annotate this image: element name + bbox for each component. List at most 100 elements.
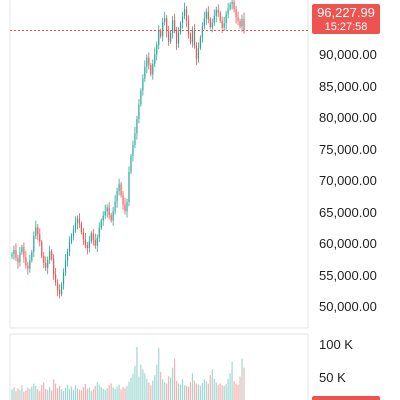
candle-body	[205, 11, 207, 19]
candle-body	[114, 201, 116, 212]
volume-bar	[134, 365, 136, 400]
volume-bar	[130, 377, 132, 400]
candle-body	[17, 257, 19, 263]
volume-bar	[70, 386, 73, 400]
candle-body	[227, 8, 229, 15]
volume-bar	[156, 364, 158, 400]
volume-bar	[108, 385, 110, 400]
candle-body	[66, 251, 69, 261]
candle-body	[140, 90, 142, 105]
candle-body	[179, 23, 182, 33]
volume-bar	[23, 391, 25, 400]
candle-body	[112, 211, 114, 221]
price-tick-label: 50,000.00	[319, 299, 377, 314]
candle-body	[62, 272, 65, 285]
volume-bar	[116, 386, 118, 400]
volume-tick-label: 100 K	[319, 337, 353, 352]
volume-bar	[19, 389, 21, 400]
volume-bar	[146, 378, 148, 400]
volume-bar	[195, 383, 198, 400]
candle-body	[60, 284, 63, 295]
candle-body	[21, 246, 23, 253]
volume-bar	[13, 387, 15, 400]
volume-bar	[136, 346, 138, 400]
candle-body	[100, 220, 102, 228]
volume-bar	[187, 387, 190, 400]
candle-body	[243, 19, 245, 31]
candle-body	[47, 259, 49, 268]
candle-body	[76, 218, 79, 223]
candle-body	[74, 222, 77, 230]
candle-body	[49, 251, 51, 260]
candle-body	[241, 19, 243, 27]
candle-body	[37, 227, 39, 235]
candle-body	[120, 184, 122, 196]
candle-body	[51, 251, 53, 259]
volume-bar	[126, 385, 128, 400]
candle-body	[162, 22, 164, 37]
candle-body	[150, 65, 152, 75]
price-tick-label: 90,000.00	[319, 47, 377, 62]
candle-body	[126, 202, 128, 212]
candle-body	[166, 18, 168, 32]
price-axis: 90,000.00 85,000.00 80,000.00 75,000.00 …	[319, 47, 377, 314]
volume-bar	[11, 389, 13, 400]
volume-bar	[162, 379, 164, 400]
volume-bar	[233, 381, 235, 400]
volume-bar	[96, 382, 98, 400]
volume-bar	[25, 390, 27, 400]
volume-bar	[172, 367, 174, 400]
volume-bar	[39, 391, 41, 400]
candle-body	[110, 214, 112, 221]
volume-bar	[221, 385, 223, 400]
candle-body	[170, 33, 172, 42]
volume-bar	[92, 389, 94, 400]
volume-tick-label: 50 K	[319, 370, 346, 385]
candle-body	[102, 215, 104, 221]
volume-bar	[191, 373, 194, 400]
candle-body	[213, 15, 215, 23]
volume-bar	[166, 383, 168, 400]
volume-bar	[51, 390, 53, 400]
volume-bar	[132, 373, 134, 400]
volume-bar	[173, 358, 176, 400]
candle-body	[96, 237, 98, 246]
candle-body	[41, 242, 43, 257]
volume-bar	[199, 385, 201, 400]
candles	[11, 0, 245, 299]
volume-bar	[84, 384, 86, 400]
candle-body	[58, 289, 61, 295]
volume-bar	[21, 385, 23, 400]
candle-body	[106, 207, 108, 212]
volume-bar	[144, 373, 146, 400]
volume-bar	[64, 387, 67, 400]
candle-body	[235, 9, 237, 18]
candle-body	[207, 11, 209, 20]
volume-bar	[15, 391, 17, 400]
price-tick-label: 80,000.00	[319, 110, 377, 125]
candle-body	[229, 4, 231, 9]
volume-bar	[35, 385, 37, 400]
candle-body	[23, 246, 25, 258]
volume-bar	[205, 381, 207, 400]
candle-body	[217, 9, 219, 13]
candle-body	[187, 20, 190, 35]
volume-bar	[175, 381, 178, 400]
volume-bar	[227, 378, 229, 400]
candle-body	[55, 274, 57, 283]
candle-body	[144, 66, 146, 79]
price-tick-label: 75,000.00	[319, 142, 377, 157]
candle-body	[19, 252, 21, 263]
candle-body	[215, 9, 217, 16]
candle-body	[177, 32, 180, 44]
volume-bar	[243, 367, 245, 400]
volume-bar	[235, 383, 237, 400]
candle-body	[152, 63, 154, 75]
volume-bar	[229, 373, 231, 400]
volume-bar	[118, 384, 120, 400]
volume-bar	[203, 379, 205, 400]
candle-body	[92, 233, 94, 241]
volume-bar	[185, 385, 188, 400]
